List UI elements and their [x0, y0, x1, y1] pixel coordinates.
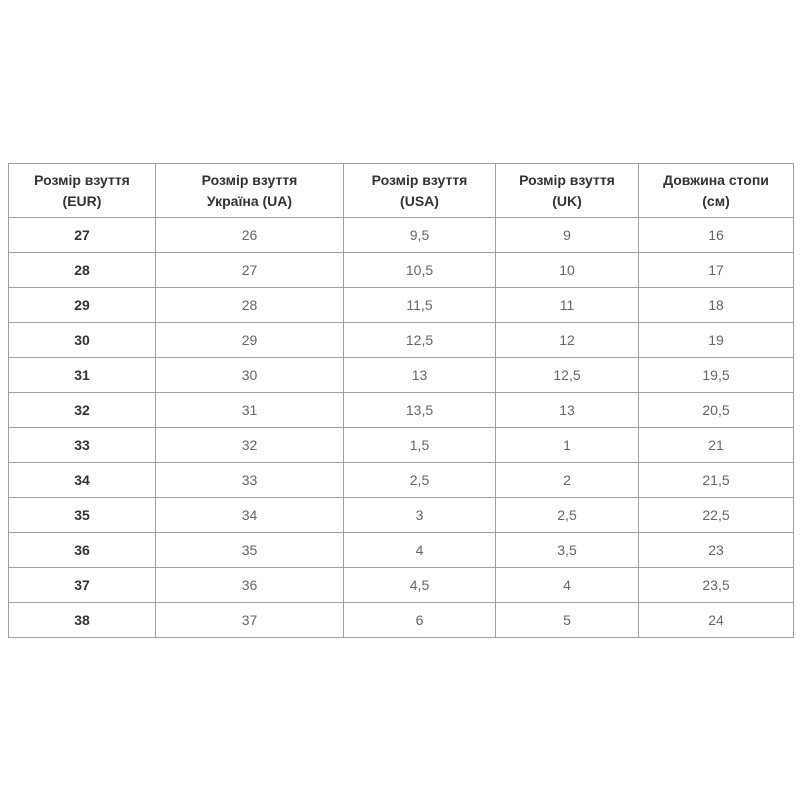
table-cell: 12,5 [495, 357, 639, 393]
table-cell: 20,5 [638, 392, 794, 428]
header-cell-col2: Розмір взуття Україна (UA) [155, 163, 344, 218]
table-cell: 27 [8, 217, 156, 253]
table-cell: 13 [495, 392, 639, 428]
table-cell: 12 [495, 322, 639, 358]
table-cell: 35 [8, 497, 156, 533]
table-cell: 17 [638, 252, 794, 288]
table-cell: 6 [343, 602, 496, 638]
table-cell: 32 [155, 427, 344, 463]
header-line2: (см) [702, 192, 730, 209]
table-cell: 21,5 [638, 462, 794, 498]
table-cell: 19 [638, 322, 794, 358]
header-line1: Довжина стопи [663, 172, 769, 189]
table-cell: 19,5 [638, 357, 794, 393]
table-cell: 22,5 [638, 497, 794, 533]
table-cell: 34 [8, 462, 156, 498]
table-cell: 13 [343, 357, 496, 393]
table-row: 29 28 11,5 11 18 [8, 287, 794, 323]
table-cell: 1 [495, 427, 639, 463]
table-row: 28 27 10,5 10 17 [8, 252, 794, 288]
table-row: 36 35 4 3,5 23 [8, 532, 794, 568]
table-row: 34 33 2,5 2 21,5 [8, 462, 794, 498]
table-cell: 21 [638, 427, 794, 463]
header-line1: Розмір взуття [371, 172, 468, 189]
table-cell: 9,5 [343, 217, 496, 253]
header-line2: Україна (UA) [206, 192, 293, 209]
table-cell: 2 [495, 462, 639, 498]
table-cell: 12,5 [343, 322, 496, 358]
table-cell: 27 [155, 252, 344, 288]
table-cell: 23,5 [638, 567, 794, 603]
table-row: 31 30 13 12,5 19,5 [8, 357, 794, 393]
table-cell: 31 [8, 357, 156, 393]
header-row: Розмір взуття (EUR) Розмір взуття Україна (… [8, 163, 794, 218]
header-cell-col4: Розмір взуття (UK) [495, 163, 639, 218]
table-cell: 16 [638, 217, 794, 253]
header-cell-col1: Розмір взуття (EUR) [8, 163, 156, 218]
table-row: 37 36 4,5 4 23,5 [8, 567, 794, 603]
table-cell: 11,5 [343, 287, 496, 323]
table-cell: 28 [8, 252, 156, 288]
table-cell: 30 [155, 357, 344, 393]
table-cell: 34 [155, 497, 344, 533]
header-cell-col5: Довжина стопи (см) [638, 163, 794, 218]
table-cell: 29 [8, 287, 156, 323]
table-cell: 4 [495, 567, 639, 603]
header-cell-col3: Розмір взуття (USA) [343, 163, 496, 218]
table-cell: 11 [495, 287, 639, 323]
header-line2: (UK) [552, 192, 582, 209]
shoe-size-table: Розмір взуття (EUR) Розмір взуття Україна (… [8, 163, 794, 638]
header-line1: Розмір взуття [519, 172, 615, 189]
table-cell: 33 [155, 462, 344, 498]
table-cell: 4,5 [343, 567, 496, 603]
table-cell: 31 [155, 392, 344, 428]
table-cell: 10,5 [343, 252, 496, 288]
table-cell: 35 [155, 532, 344, 568]
table-cell: 2,5 [495, 497, 639, 533]
table-row: 38 37 6 5 24 [8, 602, 794, 638]
table-cell: 36 [8, 532, 156, 568]
table-row: 30 29 12,5 12 19 [8, 322, 794, 358]
table-cell: 38 [8, 602, 156, 638]
header-line2: (USA) [400, 192, 439, 209]
table-row: 35 34 3 2,5 22,5 [8, 497, 794, 533]
table-cell: 3,5 [495, 532, 639, 568]
table-row: 33 32 1,5 1 21 [8, 427, 794, 463]
table-row: 32 31 13,5 13 20,5 [8, 392, 794, 428]
table-cell: 23 [638, 532, 794, 568]
table-cell: 26 [155, 217, 344, 253]
table-cell: 18 [638, 287, 794, 323]
table-cell: 37 [155, 602, 344, 638]
table-cell: 33 [8, 427, 156, 463]
table-cell: 13,5 [343, 392, 496, 428]
table-row: 27 26 9,5 9 16 [8, 217, 794, 253]
table-cell: 3 [343, 497, 496, 533]
header-line1: Розмір взуття [34, 172, 130, 189]
table-cell: 2,5 [343, 462, 496, 498]
table-cell: 5 [495, 602, 639, 638]
table-cell: 9 [495, 217, 639, 253]
header-line2: (EUR) [62, 192, 102, 209]
table-cell: 30 [8, 322, 156, 358]
table-cell: 36 [155, 567, 344, 603]
table-cell: 10 [495, 252, 639, 288]
table-cell: 37 [8, 567, 156, 603]
table-cell: 24 [638, 602, 794, 638]
table-cell: 28 [155, 287, 344, 323]
header-line1: Розмір взуття [201, 172, 298, 189]
table-cell: 32 [8, 392, 156, 428]
table-cell: 29 [155, 322, 344, 358]
table-cell: 1,5 [343, 427, 496, 463]
table-cell: 4 [343, 532, 496, 568]
